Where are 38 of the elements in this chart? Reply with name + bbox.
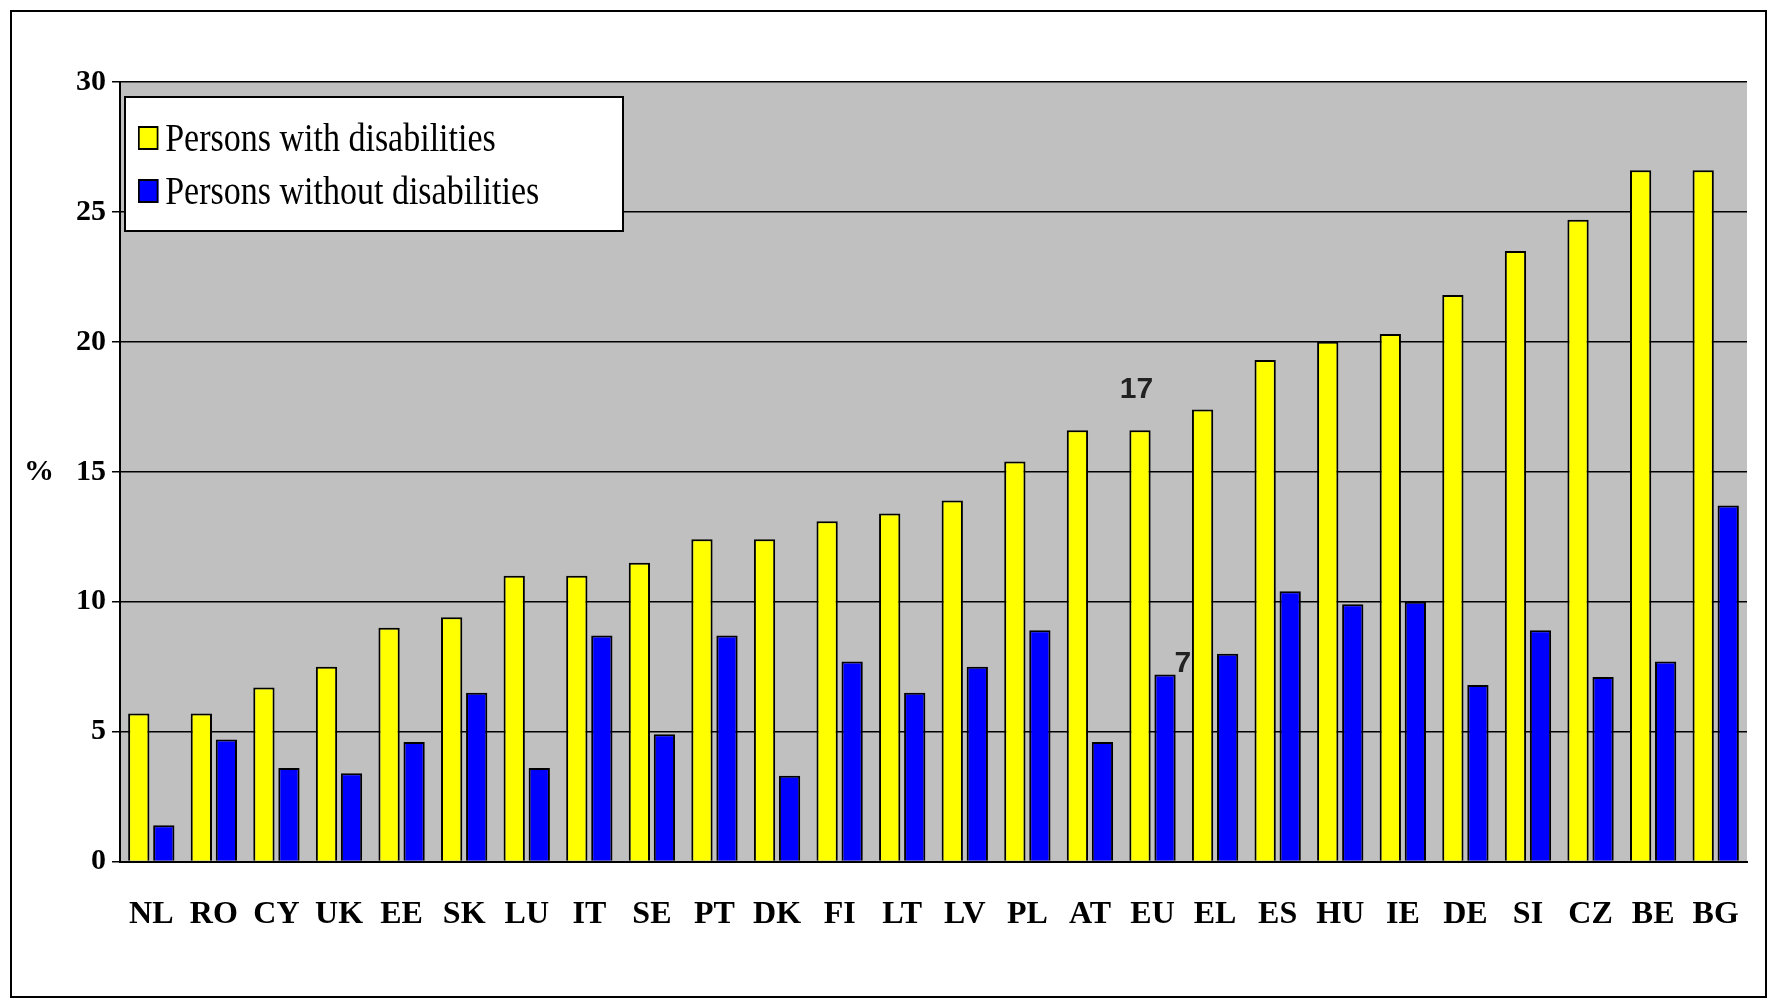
x-tick-label: LT <box>882 894 923 931</box>
x-tick-label: EU <box>1130 894 1175 931</box>
y-tick-label: 30 <box>76 62 106 96</box>
x-tick-label: DK <box>753 894 802 931</box>
x-tick-label: DE <box>1443 894 1488 931</box>
x-tick-label: PL <box>1006 894 1048 931</box>
x-tick-label: BE <box>1631 894 1675 931</box>
x-tick-label: LV <box>944 894 986 931</box>
y-tick-label: 20 <box>76 322 106 356</box>
x-tick-label: CZ <box>1568 894 1613 931</box>
x-tick-label: SK <box>442 894 486 931</box>
x-tick-label: IT <box>572 894 607 931</box>
y-axis-title: % <box>24 452 54 486</box>
x-tick-label: HU <box>1316 894 1365 931</box>
x-tick-label: IE <box>1385 894 1420 931</box>
x-tick-label: FI <box>823 894 856 931</box>
annotation: 17 <box>1119 371 1154 405</box>
x-tick-label: EE <box>380 894 423 931</box>
y-tick-label: 0 <box>91 842 106 876</box>
y-tick-label: 10 <box>76 582 106 616</box>
annotation: 7 <box>1174 644 1192 678</box>
x-tick-label: ES <box>1258 894 1298 931</box>
x-tick-label: RO <box>189 894 238 931</box>
legend-label: Persons without disabilities <box>165 167 540 214</box>
x-tick-label: SE <box>632 894 672 931</box>
x-tick-label: UK <box>315 894 364 931</box>
x-tick-label: NL <box>129 894 174 931</box>
x-tick-label: LU <box>504 894 549 931</box>
y-tick-label: 15 <box>76 452 106 486</box>
x-tick-label: CY <box>253 894 300 931</box>
legend-label: Persons with disabilities <box>165 114 496 161</box>
x-tick-label: SI <box>1512 894 1544 931</box>
x-tick-label: AT <box>1068 894 1111 931</box>
y-tick-label: 25 <box>76 192 106 226</box>
x-tick-label: BG <box>1692 894 1739 931</box>
y-tick-label: 5 <box>91 712 106 746</box>
x-tick-label: EL <box>1193 894 1237 931</box>
x-tick-label: PT <box>694 894 735 931</box>
